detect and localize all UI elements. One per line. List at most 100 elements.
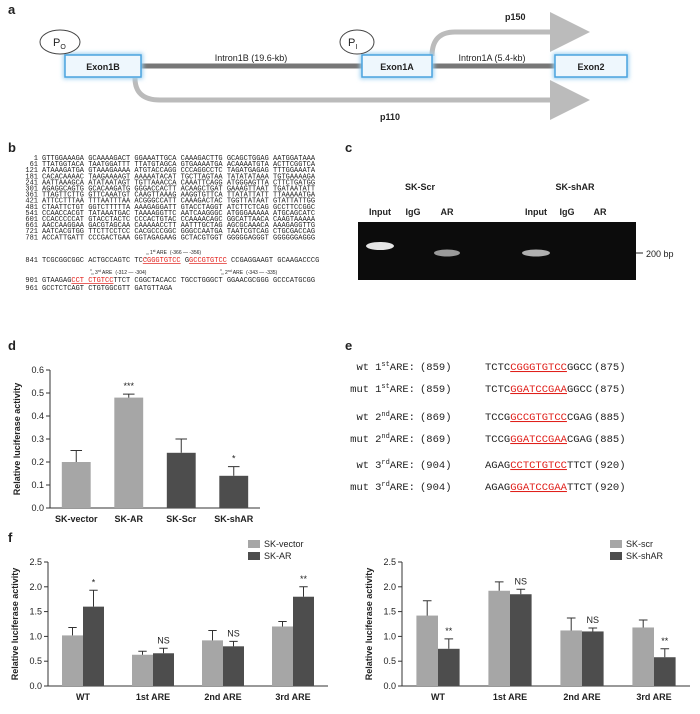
y-tick-label: 2.5 bbox=[29, 557, 42, 567]
error-bar bbox=[494, 581, 504, 591]
line-number: 841 bbox=[25, 257, 38, 265]
text-span: GGCC bbox=[567, 384, 592, 396]
end-position: (885) bbox=[594, 412, 626, 424]
exon-box bbox=[64, 54, 142, 78]
line-number: 181 bbox=[25, 173, 38, 181]
text-span: CCACCCCCAT GTACCTACTC CCCACTGTAC CCAAAAC… bbox=[42, 216, 316, 224]
bar bbox=[438, 648, 460, 686]
line-number: 361 bbox=[25, 192, 38, 200]
text-span: P bbox=[53, 37, 60, 49]
panel-label: f bbox=[8, 530, 13, 545]
intron-label: Intron1A (5.4-kb) bbox=[458, 53, 525, 63]
exon-label: Exon2 bbox=[577, 62, 604, 72]
bar bbox=[582, 631, 604, 686]
transcript-arrow bbox=[429, 12, 590, 57]
sequence: TCCGGGATCCGAACGAG bbox=[485, 434, 592, 446]
text-span: AGAG bbox=[485, 460, 510, 472]
x-tick-label: 2nd ARE bbox=[563, 692, 600, 702]
text-span: 2 bbox=[225, 270, 228, 276]
bar bbox=[560, 630, 582, 686]
error-bar bbox=[444, 638, 454, 649]
text-span: st bbox=[381, 383, 389, 391]
text-span: CTAATTCTGT GGTCTTTTTA AAAGAGGATT GTACCTA… bbox=[42, 204, 315, 212]
line-number: 301 bbox=[25, 186, 38, 194]
text-span: AATCACGTGG TTCTTCCTCC CACGCCCGGC GGGCCAA… bbox=[42, 228, 315, 236]
text-span: TTATGGTACA TAATGGATTT TTATGTAGCA GTGAAAA… bbox=[42, 161, 316, 169]
promoter bbox=[39, 29, 81, 55]
exon-label: Exon1A bbox=[380, 62, 414, 72]
x-tick-label: SK-AR bbox=[115, 514, 144, 524]
site-label: 2nd ARE (-343 — -335) bbox=[225, 269, 278, 276]
lane-label: Input bbox=[525, 207, 547, 217]
error-bar bbox=[208, 629, 217, 641]
transcript-label: p150 bbox=[505, 12, 526, 22]
error-bar bbox=[159, 647, 168, 654]
transcript-label: p110 bbox=[380, 112, 400, 122]
text-span: ARE bbox=[101, 270, 113, 276]
sequence-line: AATTAAAGCA ATATAATAGT TGTTAAACCA CAAATTC… bbox=[42, 179, 315, 187]
text-span: GCCTCTCAGT CTGTGGCGTT GATGTTAGA bbox=[42, 285, 173, 293]
significance: NS bbox=[515, 576, 528, 586]
text-span: ARE: bbox=[390, 412, 415, 424]
text-span: rd bbox=[381, 481, 389, 489]
text-span: (-366 — -356) bbox=[170, 250, 201, 256]
text-span: GTAAGAG bbox=[42, 277, 71, 285]
text-span: GTTGGAAAGA GCAAAAGACT GGAAATTGCA CAAAGAC… bbox=[42, 155, 316, 163]
bar bbox=[166, 452, 196, 508]
sequence-line: AATCACGTGG TTCTTCCTCC CACGCCCGGC GGGCCAA… bbox=[42, 228, 315, 236]
legend-swatch bbox=[610, 540, 622, 548]
significance: NS bbox=[227, 628, 240, 638]
bar bbox=[654, 657, 676, 686]
bar bbox=[223, 646, 244, 686]
error-bar bbox=[516, 588, 526, 595]
start-position: (904) bbox=[420, 482, 452, 494]
error-bar bbox=[229, 640, 238, 647]
text-span: 3 bbox=[95, 270, 98, 276]
line-number: 1 bbox=[34, 155, 38, 163]
row-label: mut 3rdARE: bbox=[350, 481, 415, 494]
text-span: st bbox=[153, 249, 156, 253]
text-span: CCT CTGTCC bbox=[71, 277, 113, 285]
legend-label: SK-scr bbox=[626, 539, 653, 549]
bar bbox=[416, 615, 438, 686]
x-tick-label: SK-vector bbox=[55, 514, 98, 524]
sequence-line: GTTGGAAAGA GCAAAAGACT GGAAATTGCA CAAAGAC… bbox=[42, 155, 316, 163]
error-bar bbox=[138, 650, 147, 655]
y-tick-label: 2.5 bbox=[383, 557, 396, 567]
y-tick-label: 0.1 bbox=[31, 480, 44, 490]
line-number: 961 bbox=[25, 285, 38, 293]
promoter bbox=[339, 29, 375, 55]
text-span: ARE: bbox=[390, 384, 415, 396]
y-tick-label: 1.5 bbox=[383, 607, 396, 617]
site-bracket bbox=[90, 269, 94, 275]
y-tick-label: 0.0 bbox=[31, 503, 44, 513]
row-label: wt 1stARE: bbox=[356, 361, 415, 374]
row-label: mut 1stARE: bbox=[350, 383, 415, 396]
text-span: CGAG bbox=[567, 434, 592, 446]
x-tick-label: WT bbox=[431, 692, 445, 702]
x-tick-label: WT bbox=[76, 692, 90, 702]
error-bar bbox=[227, 466, 240, 476]
text-span: ARE: bbox=[390, 434, 415, 446]
line-number: 781 bbox=[25, 234, 38, 242]
text-span: rd bbox=[381, 459, 389, 467]
sequence-line: ATTCCTTTAA TTTAATTTAA ACGGGCCATT CAAAGAC… bbox=[42, 198, 315, 206]
end-position: (875) bbox=[594, 362, 626, 374]
y-tick-label: 0.5 bbox=[31, 388, 44, 398]
exon-label: Exon1B bbox=[86, 62, 120, 72]
gel-band bbox=[434, 249, 460, 257]
text-span: CCTCTGTCC bbox=[510, 460, 567, 472]
panel-label: d bbox=[8, 338, 16, 353]
bar bbox=[114, 397, 144, 508]
text-span: mut bbox=[350, 482, 369, 494]
sequence-line: CCAACCACGT TATAAATGAC TAAAAGGTTC AATCAAG… bbox=[42, 210, 315, 218]
end-position: (885) bbox=[594, 434, 626, 446]
significance: ** bbox=[445, 626, 453, 636]
bar bbox=[62, 635, 83, 686]
text-span: ATAAAGATGA GTAAAGAAAA ATGTACCAGG CCCAGGC… bbox=[42, 167, 316, 175]
y-tick-label: 0.5 bbox=[383, 656, 396, 666]
error-bar bbox=[122, 393, 135, 398]
text-span: GCCGTGTCC bbox=[189, 257, 227, 265]
significance: * bbox=[92, 577, 96, 587]
significance: *** bbox=[123, 381, 134, 391]
